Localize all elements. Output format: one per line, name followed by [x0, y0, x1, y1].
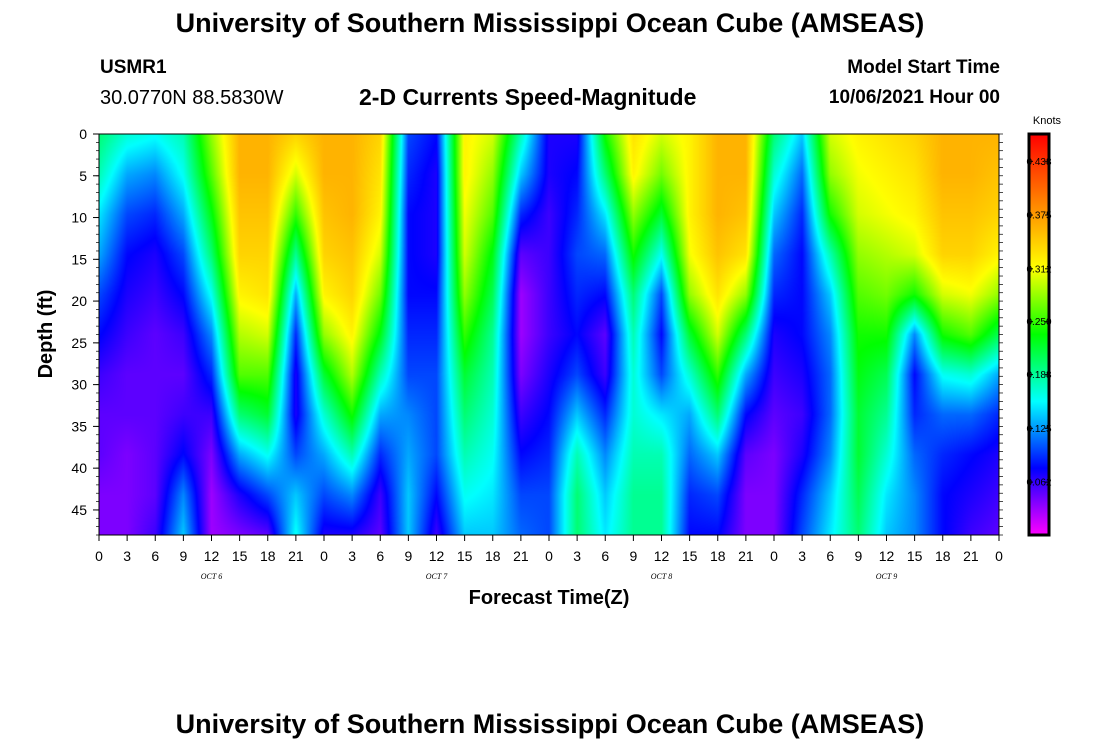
- x-tick-label: 6: [151, 548, 159, 564]
- day-label: OCT 6: [201, 572, 222, 581]
- day-label: OCT 8: [651, 572, 672, 581]
- x-tick-label: 18: [935, 548, 951, 564]
- x-tick-label: 15: [232, 548, 248, 564]
- x-tick-label: 6: [601, 548, 609, 564]
- x-tick-label: 6: [376, 548, 384, 564]
- colorbar-tick-label: 0.438: [1026, 157, 1051, 168]
- colorbar-tick-label: 0.312: [1026, 264, 1051, 275]
- y-axis-label: Depth (ft): [35, 290, 57, 379]
- colorbar-tick-label: 0.375: [1026, 211, 1051, 222]
- x-tick-label: 12: [654, 548, 670, 564]
- x-tick-label: 12: [204, 548, 220, 564]
- x-tick-label: 18: [710, 548, 726, 564]
- colorbar: Knots 0.438 0.375 0.312 0.250 0.188 0.125 0.06…: [1026, 115, 1062, 537]
- x-tick-label: 6: [826, 548, 834, 564]
- y-tick-label: 15: [71, 251, 87, 267]
- x-tick-label: 21: [513, 548, 529, 564]
- colorbar-tick-label: 0.188: [1026, 370, 1051, 381]
- x-tick-label: 0: [95, 548, 103, 564]
- x-axis: 0 3 6 9 12 15 18 21 0 3 6 9 12 15 18 21 0 3 6 9 12 15 18 21 0 3 6 9…: [95, 535, 1003, 581]
- heatmap-field: [99, 134, 999, 535]
- y-axis: 0 5 10 15 20 25 30 35 40 45: [71, 126, 1003, 536]
- station-id: USMR1: [100, 57, 167, 78]
- x-tick-label: 9: [854, 548, 862, 564]
- x-tick-label: 9: [629, 548, 637, 564]
- x-tick-label: 3: [573, 548, 581, 564]
- y-tick-label: 40: [71, 460, 87, 476]
- x-tick-label: 21: [288, 548, 304, 564]
- x-tick-label: 15: [907, 548, 923, 564]
- x-tick-label: 15: [682, 548, 698, 564]
- y-tick-label: 35: [71, 418, 87, 434]
- y-tick-label: 20: [71, 293, 87, 309]
- day-label: OCT 7: [426, 572, 448, 581]
- x-tick-label: 0: [770, 548, 778, 564]
- colorbar-tick-label: 0.125: [1026, 424, 1051, 435]
- colorbar-tick-label: 0.062: [1026, 478, 1051, 489]
- x-tick-label: 12: [879, 548, 895, 564]
- x-tick-label: 21: [963, 548, 979, 564]
- chart-subtitle: 2-D Currents Speed-Magnitude: [359, 84, 697, 110]
- x-tick-label: 18: [485, 548, 501, 564]
- y-tick-label: 25: [71, 335, 87, 351]
- x-tick-label: 21: [738, 548, 754, 564]
- colorbar-unit: Knots: [1033, 115, 1062, 127]
- y-tick-label: 5: [79, 168, 87, 184]
- x-axis-label: Forecast Time(Z): [469, 587, 630, 609]
- x-tick-label: 15: [457, 548, 473, 564]
- model-start-value: 10/06/2021 Hour 00: [828, 87, 1000, 108]
- x-tick-label: 3: [798, 548, 806, 564]
- x-tick-label: 0: [320, 548, 328, 564]
- x-tick-label: 12: [429, 548, 445, 564]
- x-tick-label: 0: [995, 548, 1003, 564]
- colorbar-tick-label: 0.250: [1026, 317, 1051, 328]
- y-tick-label: 0: [79, 126, 87, 142]
- x-tick-label: 18: [260, 548, 276, 564]
- model-start-label: Model Start Time: [847, 57, 1000, 78]
- x-tick-label: 3: [123, 548, 131, 564]
- station-coordinates: 30.0770N 88.5830W: [100, 87, 284, 109]
- x-tick-label: 9: [179, 548, 187, 564]
- y-tick-label: 45: [71, 502, 87, 518]
- x-tick-label: 3: [348, 548, 356, 564]
- colorbar-ticks: 0.438 0.375 0.312 0.250 0.188 0.125 0.062: [1026, 157, 1051, 489]
- footer-title: University of Southern Mississippi Ocean…: [175, 709, 925, 739]
- x-tick-label: 0: [545, 548, 553, 564]
- y-tick-label: 30: [71, 377, 87, 393]
- day-label: OCT 9: [876, 572, 897, 581]
- colorbar-bar: [1027, 132, 1051, 537]
- y-tick-label: 10: [71, 210, 87, 226]
- page-title: University of Southern Mississippi Ocean…: [175, 8, 925, 38]
- x-tick-label: 9: [404, 548, 412, 564]
